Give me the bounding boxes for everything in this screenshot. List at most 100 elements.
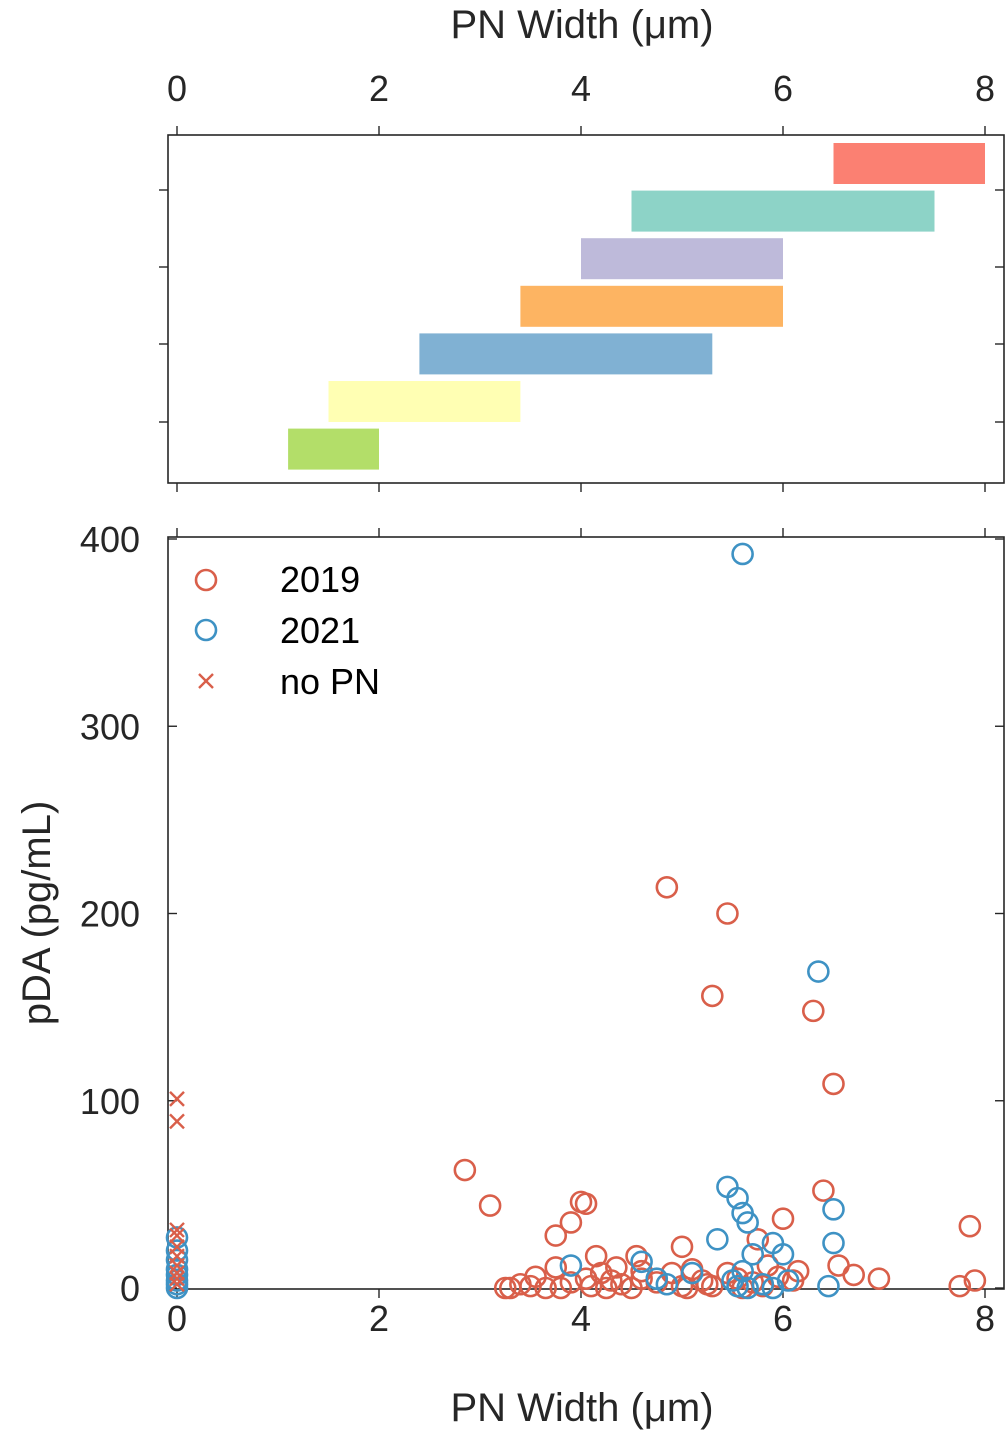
data-point [559, 1211, 583, 1234]
data-point [812, 1179, 835, 1202]
data-point [169, 1270, 185, 1287]
data-point [610, 1272, 633, 1296]
top-x-tick-label: 2 [369, 68, 389, 109]
legend: 2019 2021 no PN [194, 559, 380, 702]
data-point [822, 1072, 845, 1096]
data-point [544, 1256, 568, 1279]
data-point [731, 542, 754, 566]
data-point [706, 1228, 729, 1251]
data-point [842, 1263, 866, 1287]
y-tick-label: 300 [80, 706, 140, 747]
scatter-points [165, 542, 987, 1300]
y-axis-title: pDA (pg/mL) [15, 801, 59, 1026]
data-point [736, 1276, 759, 1300]
data-point [771, 1207, 795, 1231]
data-point [695, 1272, 719, 1296]
data-point [655, 1272, 679, 1296]
legend-marker [194, 568, 218, 592]
data-point [700, 984, 724, 1008]
data-point [817, 1274, 840, 1298]
data-point [169, 1265, 185, 1281]
y-tick-labels: 0 100 200 300 400 [80, 519, 140, 1309]
data-point [736, 1211, 759, 1234]
data-point [776, 1269, 800, 1292]
y-tick-label: 0 [120, 1268, 140, 1309]
data-point [827, 1254, 850, 1277]
range-bar [833, 143, 985, 184]
data-point [867, 1267, 891, 1290]
data-point [169, 1276, 185, 1293]
data-point [680, 1261, 704, 1285]
data-point [822, 1198, 845, 1221]
data-point [655, 875, 679, 899]
bottom-x-tick-labels: 0 2 4 6 8 [167, 1298, 995, 1339]
data-point [544, 1224, 568, 1247]
legend-label-2019: 2019 [280, 559, 360, 600]
series-1 [165, 542, 845, 1300]
range-bars [288, 143, 985, 470]
data-point [801, 999, 825, 1023]
x-tick-label: 8 [975, 1298, 995, 1339]
x-tick-label: 2 [369, 1298, 389, 1339]
y-tick-label: 200 [80, 894, 140, 935]
data-point [519, 1274, 542, 1298]
top-x-tick-label: 6 [773, 68, 793, 109]
data-point [599, 1269, 623, 1292]
legend-label-2021: 2021 [280, 610, 360, 651]
range-bar [419, 333, 713, 375]
data-point [169, 1091, 185, 1107]
series-2 [169, 1091, 185, 1293]
top-plot-area [167, 134, 1005, 484]
data-point [169, 1113, 185, 1130]
range-bar [328, 381, 521, 422]
data-point [574, 1192, 598, 1216]
y-tick-label: 100 [80, 1081, 140, 1122]
data-point [509, 1272, 532, 1296]
x-tick-label: 4 [571, 1298, 591, 1339]
top-x-tick-labels: 0 2 4 6 8 [167, 68, 995, 109]
top-x-tick-label: 8 [975, 68, 995, 109]
data-point [169, 1222, 185, 1238]
data-point [746, 1228, 770, 1251]
data-point [807, 960, 830, 983]
top-x-tick-label: 4 [571, 68, 591, 109]
data-point [630, 1250, 653, 1274]
legend-markers [194, 568, 218, 689]
legend-marker [194, 618, 218, 642]
data-point [625, 1244, 648, 1268]
data-point [958, 1214, 982, 1238]
data-point [605, 1256, 628, 1279]
data-point [948, 1274, 972, 1298]
data-point [771, 1242, 795, 1266]
range-bar [581, 238, 783, 280]
data-point [579, 1274, 603, 1298]
legend-marker [198, 673, 214, 689]
data-point [453, 1158, 477, 1182]
data-point [534, 1276, 557, 1300]
x-tick-label: 6 [773, 1298, 793, 1339]
range-bar [631, 190, 935, 232]
top-axis-ticks [159, 126, 1004, 492]
y-tick-label: 400 [80, 519, 140, 560]
data-point [478, 1194, 502, 1217]
top-x-tick-label: 0 [167, 68, 187, 109]
data-point [169, 1227, 185, 1244]
data-point [963, 1269, 987, 1292]
data-point [169, 1257, 185, 1274]
range-bar [288, 428, 379, 470]
data-point [822, 1231, 845, 1255]
range-bar [520, 285, 783, 327]
data-point [630, 1267, 653, 1290]
top-x-axis-title: PN Width (μm) [450, 3, 713, 47]
data-point [731, 1259, 754, 1283]
legend-label-no-pn: no PN [280, 661, 380, 702]
data-point [716, 902, 739, 925]
data-point [584, 1244, 608, 1268]
series-0 [453, 875, 987, 1300]
data-point [726, 1274, 749, 1298]
data-point [726, 1186, 749, 1210]
bottom-x-axis-title: PN Width (μm) [450, 1386, 713, 1430]
data-point [559, 1254, 583, 1277]
x-tick-label: 0 [167, 1298, 187, 1339]
